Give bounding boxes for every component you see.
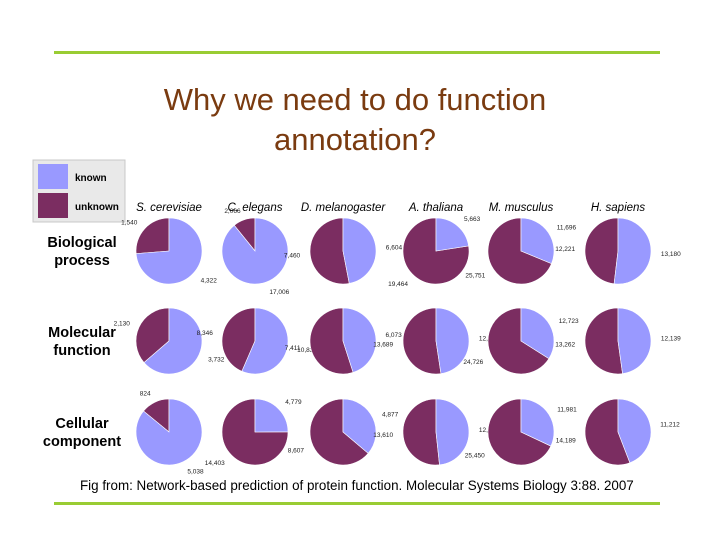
pie-slice-known: [342, 398, 377, 454]
pie-slice-unknown: [402, 307, 442, 375]
figure-caption: Fig from: Network-based prediction of pr…: [80, 478, 634, 493]
data-label-known: 10,836: [297, 347, 317, 354]
category-label: component: [43, 434, 121, 450]
pie-chart-figure: known unknown S. cerevisiae C. elegans D. me…: [32, 159, 681, 475]
pie-slice-unknown: [135, 307, 170, 363]
organism-header: M. musculus: [489, 202, 554, 214]
category-label: Molecular: [48, 325, 116, 341]
data-label-unknown: 2,066: [224, 208, 241, 215]
data-label-known: 11,696: [557, 225, 577, 232]
data-label-unknown: 2,130: [114, 321, 131, 328]
organism-header: C. elegans: [228, 202, 283, 214]
legend-label-known: known: [75, 173, 107, 184]
data-label-known: 11,212: [660, 422, 680, 429]
data-label-unknown: 8,346: [197, 330, 214, 337]
data-label-known: 12,723: [559, 318, 579, 325]
pie-slice-unknown: [221, 307, 256, 372]
data-label-known: 3,732: [208, 356, 225, 363]
pie-slice-unknown: [487, 398, 552, 466]
pie-slice-known: [520, 307, 555, 360]
pie-slice-known: [254, 398, 289, 433]
pie-slice-known: [617, 398, 652, 464]
category-label: Cellular: [55, 416, 109, 432]
pie-slice-unknown: [402, 398, 440, 466]
data-label-unknown: 19,464: [388, 281, 408, 288]
data-label-known: 5,663: [464, 216, 481, 223]
pie-slice-known: [221, 217, 289, 285]
data-label-known: 4,779: [285, 399, 302, 406]
pie-slice-known: [342, 307, 377, 373]
pie-slice-unknown: [584, 217, 619, 285]
data-label-unknown: 25,751: [465, 272, 485, 279]
pie-slice-known: [435, 307, 470, 374]
organism-header: D. melanogaster: [301, 202, 387, 214]
pie-slice-unknown: [309, 398, 369, 466]
data-label-known: 12,139: [661, 336, 681, 343]
data-label-known: 4,877: [382, 411, 399, 418]
data-label-known: 4,322: [201, 278, 218, 285]
data-label-unknown: 824: [140, 391, 151, 398]
data-label-unknown: 25,450: [465, 453, 485, 460]
data-label-known: 6,604: [386, 244, 403, 251]
data-label-unknown: 13,262: [555, 342, 575, 349]
data-label-known: 11,981: [557, 407, 577, 414]
pie-slice-known: [520, 217, 555, 264]
data-label-unknown: 1,540: [121, 219, 138, 226]
pie-slice-known: [241, 307, 289, 375]
title-line-2: annotation?: [273, 122, 437, 157]
slide-title: Why we need to do function annotation?: [100, 80, 610, 160]
data-label-known: 5,038: [187, 468, 204, 475]
bottom-divider: [54, 502, 660, 505]
pie-slice-known: [435, 217, 469, 252]
organism-header: H. sapiens: [591, 202, 646, 214]
data-label-unknown: 8,607: [288, 448, 305, 455]
pie-slice-unknown: [584, 307, 623, 375]
category-label: Biological: [47, 235, 116, 251]
data-label-unknown: 13,689: [373, 342, 393, 349]
pie-slice-known: [520, 398, 555, 447]
data-label-known: 17,006: [269, 289, 289, 296]
legend-label-unknown: unknown: [75, 202, 119, 213]
organism-header: A. thaliana: [408, 202, 463, 214]
data-label-unknown: 7,460: [284, 253, 301, 260]
pie-slice-unknown: [487, 307, 550, 375]
top-divider: [54, 51, 660, 54]
pie-slice-unknown: [309, 307, 354, 375]
pie-slice-unknown: [221, 398, 289, 466]
pie-slice-known: [435, 398, 470, 466]
pie-slice-unknown: [135, 217, 170, 254]
data-label-known: 6,073: [386, 332, 403, 339]
category-label: process: [54, 253, 110, 269]
pie-slice-unknown: [584, 398, 631, 466]
category-label: function: [53, 343, 110, 359]
data-label-unknown: 24,726: [463, 359, 483, 366]
data-label-unknown: 7,411: [285, 345, 301, 352]
legend-swatch-known: [38, 164, 68, 189]
organism-header: S. cerevisiae: [136, 202, 202, 214]
data-label-unknown: 14,189: [556, 437, 576, 444]
pie-slice-unknown: [309, 217, 350, 285]
pie-slice-known: [613, 217, 652, 285]
data-label-unknown: 13,610: [373, 432, 393, 439]
pie-slice-known: [342, 217, 377, 284]
data-label-unknown: 12,221: [555, 246, 575, 253]
pie-slice-unknown: [487, 217, 552, 285]
legend-swatch-unknown: [38, 193, 68, 218]
pie-slice-known: [135, 398, 203, 466]
data-label-unknown: 14,403: [205, 460, 225, 467]
data-label-known: 13,180: [661, 251, 681, 258]
title-line-1: Why we need to do function: [163, 82, 547, 117]
pie-slice-known: [135, 217, 203, 285]
pie-slice-known: [143, 307, 203, 375]
pie-slice-known: [617, 307, 652, 375]
